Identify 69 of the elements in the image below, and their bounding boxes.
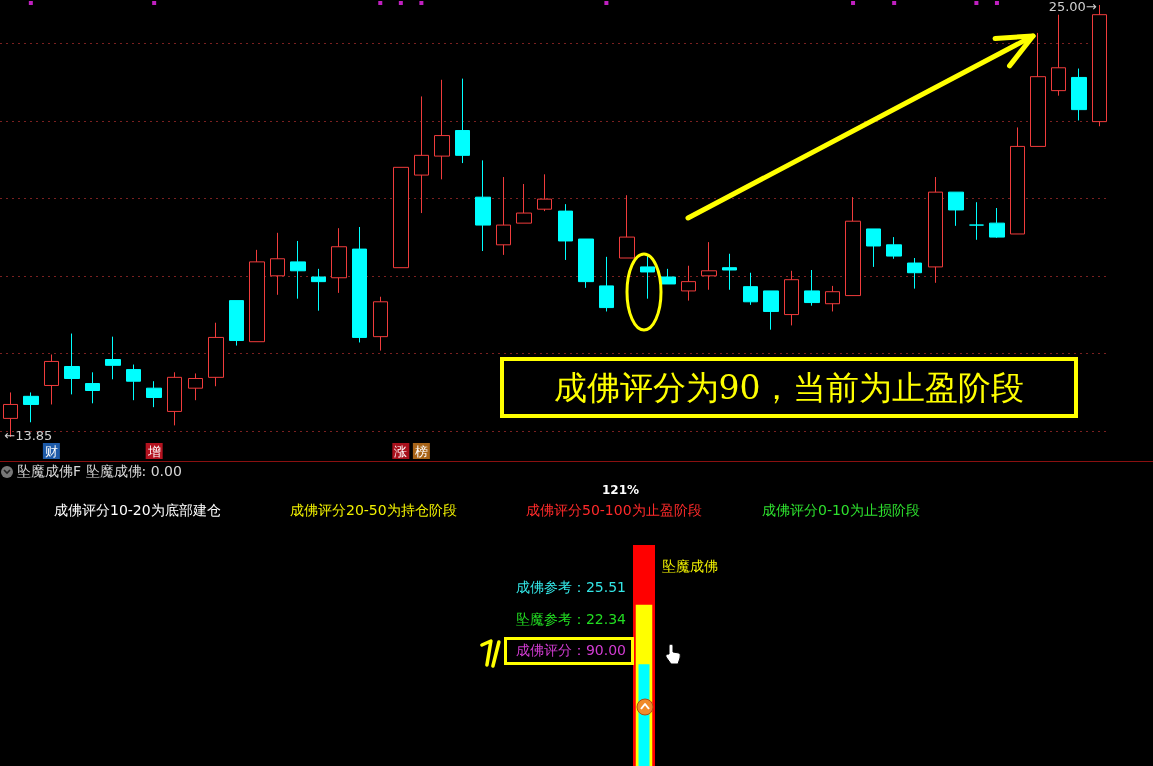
candlestick xyxy=(146,380,162,408)
candlestick xyxy=(373,296,388,352)
candlestick xyxy=(866,228,881,268)
annotation: 25.00→ xyxy=(1048,0,1097,15)
x-tick-label: 榜 xyxy=(414,444,428,459)
candlestick xyxy=(886,236,902,260)
x-tick-label: 增 xyxy=(146,444,161,459)
candlestick xyxy=(743,272,758,306)
candlestick xyxy=(414,95,429,214)
text: 成佛评分10-20为底部建仓 xyxy=(54,502,221,519)
annotation: ←13.85 xyxy=(4,428,53,444)
candlestick xyxy=(701,241,717,291)
candlestick xyxy=(969,201,984,241)
text: 成佛评分50-100为止盈阶段 xyxy=(526,502,702,519)
candlestick xyxy=(208,322,224,387)
candlestick xyxy=(599,256,614,312)
candlestick xyxy=(1010,126,1025,235)
annotation: 坠魔参考：22.34 xyxy=(515,611,626,628)
candlestick xyxy=(167,371,182,426)
candlestick xyxy=(64,333,80,395)
candlestick xyxy=(681,265,696,302)
candlestick xyxy=(311,268,326,312)
candlestick xyxy=(434,79,450,180)
candlestick xyxy=(640,255,655,300)
text: 成佛评分0-10为止损阶段 xyxy=(762,502,920,519)
candlestick xyxy=(907,257,922,290)
candlestick xyxy=(722,253,737,291)
candlestick xyxy=(229,300,244,347)
candlestick xyxy=(845,196,861,297)
candlestick xyxy=(516,183,532,224)
candlestick xyxy=(126,364,141,401)
annotation: 坠魔成佛 xyxy=(662,558,718,575)
candlestick xyxy=(496,176,511,256)
annotation: 成佛评分：90.00 xyxy=(515,642,626,659)
candlestick xyxy=(804,269,820,307)
candlestick xyxy=(393,166,409,269)
candlestick xyxy=(475,159,491,252)
candlestick xyxy=(352,226,367,343)
candlestick xyxy=(619,194,635,259)
candlestick xyxy=(537,173,552,212)
text: 坠魔成佛F 坠魔成佛: 0.00 xyxy=(17,463,182,480)
candlestick xyxy=(331,227,347,294)
annotation: 成佛评分为90，当前为止盈阶段 xyxy=(553,368,1025,407)
annotation: 成佛参考：25.51 xyxy=(515,579,626,596)
x-tick-label: 财 xyxy=(44,444,58,459)
candlestick xyxy=(784,270,799,326)
candlestick xyxy=(660,268,676,285)
text: 成佛评分20-50为持仓阶段 xyxy=(290,502,457,519)
candlestick xyxy=(948,191,964,227)
candlestick xyxy=(188,372,203,401)
candlestick xyxy=(1051,14,1066,97)
candlestick xyxy=(249,249,265,343)
candlestick xyxy=(1071,68,1087,121)
text: 121% xyxy=(602,483,640,498)
candlestick xyxy=(85,371,100,404)
candlestick xyxy=(455,78,470,164)
candlestick xyxy=(270,232,285,296)
candlestick xyxy=(928,176,943,284)
candlestick xyxy=(989,207,1005,239)
candlestick xyxy=(763,290,779,331)
candlestick xyxy=(578,238,594,289)
candlestick xyxy=(105,336,121,380)
candlestick xyxy=(23,391,39,423)
x-tick-label: 涨 xyxy=(394,444,408,459)
candlestick xyxy=(290,240,306,300)
candlestick xyxy=(825,285,840,312)
candlestick xyxy=(1030,32,1046,147)
candlestick xyxy=(44,353,59,405)
candlestick xyxy=(558,203,573,261)
